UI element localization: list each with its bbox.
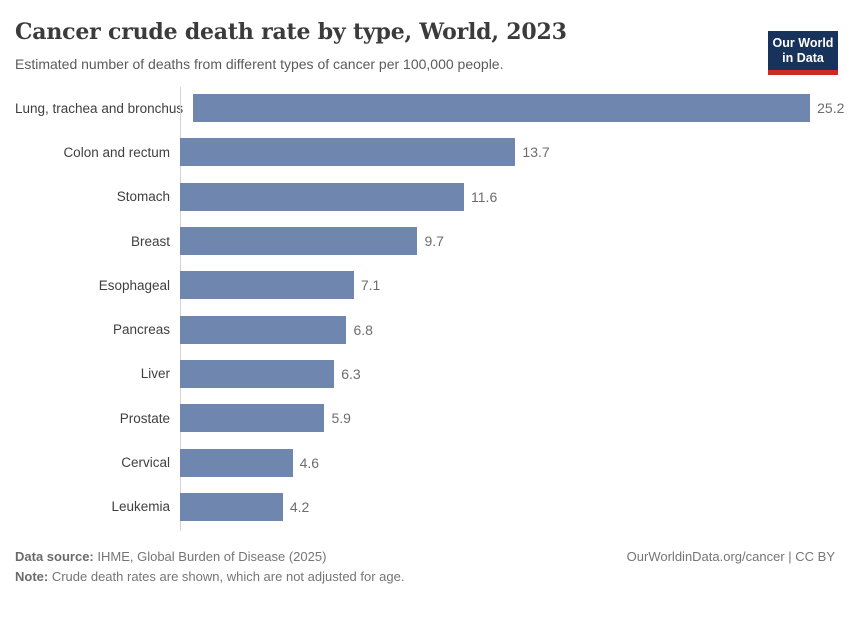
chart-row: Prostate 5.9 (15, 396, 835, 440)
value-label: 5.9 (331, 410, 351, 427)
category-label: Liver (140, 366, 170, 382)
category-label: Prostate (119, 410, 170, 426)
bar[interactable] (180, 227, 418, 256)
note-line: Note: Crude death rates are shown, which… (15, 567, 405, 587)
bar-area: 13.7 (180, 130, 835, 174)
bar-area: 7.1 (180, 263, 835, 307)
footer-left: Data source: IHME, Global Burden of Dise… (15, 547, 405, 587)
value-label: 13.7 (522, 144, 550, 161)
note-text: Crude death rates are shown, which are n… (48, 569, 405, 584)
chart-footer: Data source: IHME, Global Burden of Dise… (15, 547, 835, 587)
category-label: Breast (130, 233, 170, 249)
chart-row: Esophageal 7.1 (15, 263, 835, 307)
bar[interactable] (180, 404, 325, 433)
value-label: 9.7 (424, 233, 444, 250)
chart-row: Leukemia 4.2 (15, 485, 835, 529)
bar-area: 11.6 (180, 175, 835, 219)
bar[interactable] (180, 182, 465, 211)
y-axis-line (180, 87, 181, 531)
bar-area: 5.9 (180, 396, 835, 440)
data-source-line: Data source: IHME, Global Burden of Dise… (15, 547, 405, 567)
category-label: Lung, trachea and bronchus (15, 100, 184, 116)
bar[interactable] (180, 492, 283, 521)
bar-area: 4.6 (180, 440, 835, 484)
bar-area: 25.2 (193, 86, 844, 130)
bar[interactable] (180, 448, 293, 477)
page-title: Cancer crude death rate by type, World, … (15, 19, 567, 45)
bar-area: 6.8 (180, 307, 835, 351)
value-label: 7.1 (360, 277, 381, 294)
category-label: Pancreas (112, 322, 170, 338)
category-label: Esophageal (98, 277, 170, 293)
value-label: 6.3 (341, 365, 361, 382)
data-source-text: IHME, Global Burden of Disease (2025) (93, 549, 327, 564)
chart-row: Lung, trachea and bronchus 25.2 (15, 86, 844, 130)
bar-chart: Lung, trachea and bronchus 25.2 Colon and … (15, 86, 844, 531)
value-label: 25.2 (817, 100, 845, 117)
value-label: 6.8 (353, 321, 373, 338)
owid-logo[interactable]: Our World in Data (768, 31, 838, 75)
category-label: Stomach (116, 189, 170, 205)
owid-logo-line1: Our World (772, 36, 834, 50)
chart-subtitle: Estimated number of deaths from differen… (15, 56, 504, 72)
chart-row: Stomach 11.6 (15, 175, 835, 219)
value-label: 4.2 (289, 498, 310, 515)
category-label: Leukemia (111, 499, 170, 515)
bar[interactable] (180, 138, 516, 167)
owid-logo-line2: in Data (782, 51, 824, 65)
bar-area: 6.3 (180, 352, 835, 396)
bar[interactable] (193, 94, 811, 123)
note-label: Note: (15, 569, 49, 584)
value-label: 4.6 (299, 454, 320, 471)
owid-cc-link[interactable]: OurWorldinData.org/cancer | CC BY (626, 549, 835, 564)
value-label: 11.6 (471, 188, 498, 205)
chart-row: Cervical 4.6 (15, 440, 835, 484)
bar[interactable] (180, 315, 347, 344)
bar[interactable] (180, 271, 354, 300)
bar-area: 9.7 (180, 219, 835, 263)
chart-row: Pancreas 6.8 (15, 307, 835, 351)
chart-row: Colon and rectum 13.7 (15, 130, 835, 174)
bar[interactable] (180, 359, 335, 388)
category-label: Colon and rectum (63, 144, 170, 160)
chart-row: Breast 9.7 (15, 219, 835, 263)
bar-area: 4.2 (180, 485, 835, 529)
category-label: Cervical (121, 455, 170, 471)
data-source-label: Data source: (15, 549, 94, 564)
chart-row: Liver 6.3 (15, 352, 835, 396)
